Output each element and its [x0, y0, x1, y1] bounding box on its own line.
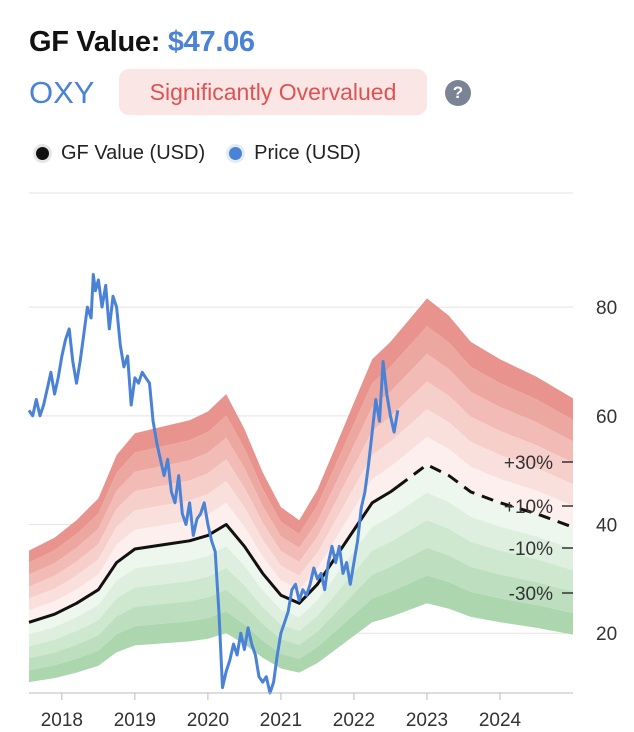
x-tick-label-2019: 2019 [114, 710, 156, 731]
ticker-symbol[interactable]: OXY [29, 75, 95, 110]
gf-value-line [28, 485, 399, 624]
legend-label-gf-value: GF Value (USD) [61, 142, 206, 164]
valuation-band-6 [29, 437, 573, 623]
x-tick-label-2022: 2022 [333, 710, 375, 731]
valuation-bands [29, 298, 573, 683]
x-tick-label-2020: 2020 [187, 710, 229, 731]
band-label-0: +30% [504, 453, 553, 474]
legend-item-price[interactable]: Price (USD) [229, 142, 361, 165]
chart-axes: 20 40 60 80 2018 2019 2020 2021 2022 2023 2024 +30%… [29, 298, 617, 731]
x-tick-label-2018: 2018 [41, 710, 83, 731]
title-prefix: GF Value: [29, 26, 161, 58]
y-tick-label-80: 80 [596, 298, 617, 319]
y-tick-label-60: 60 [596, 407, 617, 428]
gf-value-amount: $47.06 [167, 26, 255, 58]
chart-legend: GF Value (USD) Price (USD) [36, 142, 385, 165]
gf-value-forecast-line [396, 462, 574, 529]
x-tick-label-2023: 2023 [406, 710, 448, 731]
x-tick-label-2024: 2024 [479, 710, 522, 731]
valuation-band-11 [29, 575, 573, 683]
legend-dot-gf-value [36, 147, 49, 160]
valuation-band-9 [29, 520, 573, 659]
legend-label-price: Price (USD) [254, 142, 361, 164]
price-line [27, 273, 400, 695]
band-label-1: +10% [504, 497, 553, 518]
chart-lines [27, 273, 574, 695]
header-title: GF Value: $47.06 [29, 26, 255, 59]
y-tick-label-40: 40 [596, 516, 617, 537]
band-label-2: -10% [509, 539, 553, 560]
y-tick-label-20: 20 [596, 624, 617, 645]
valuation-band-10 [29, 547, 573, 671]
help-icon[interactable]: ? [445, 80, 471, 106]
band-label-3: -30% [509, 584, 553, 605]
valuation-badge: Significantly Overvalued [119, 69, 427, 115]
legend-item-gf-value[interactable]: GF Value (USD) [36, 142, 205, 165]
legend-dot-price [229, 147, 243, 160]
x-tick-label-2021: 2021 [260, 710, 302, 731]
valuation-band-8 [29, 492, 573, 647]
